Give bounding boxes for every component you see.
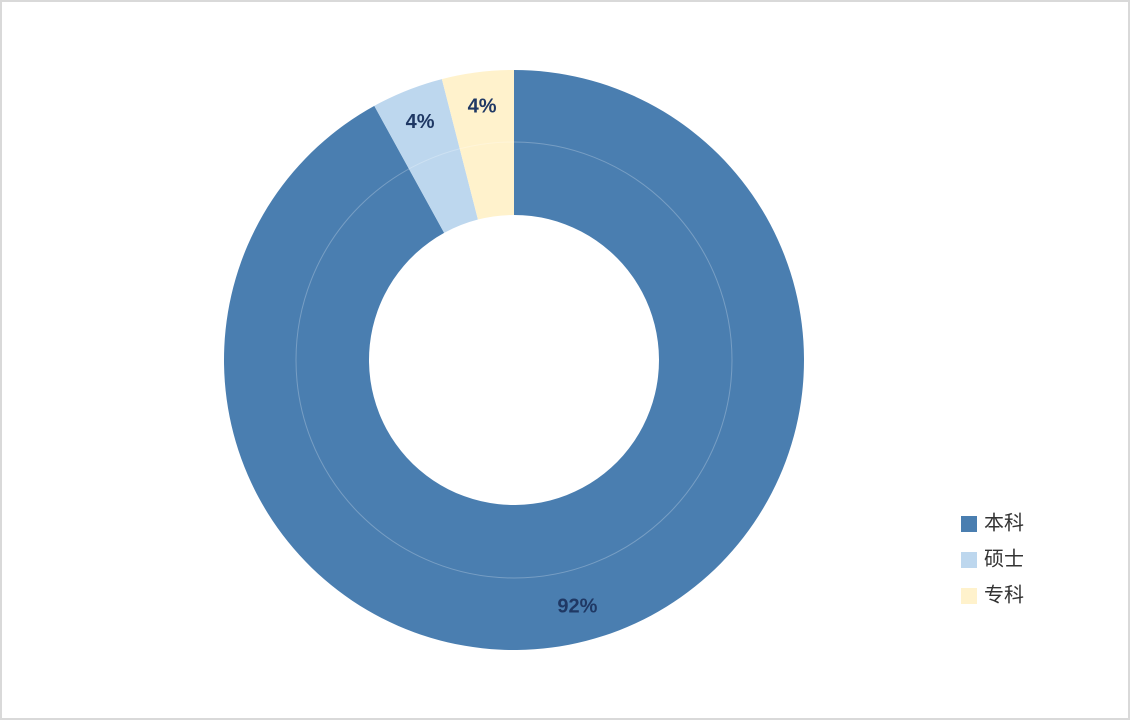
donut-slice bbox=[374, 79, 478, 233]
ring-divider bbox=[295, 141, 733, 579]
value-label: 4% bbox=[468, 95, 497, 117]
legend-label: 专科 bbox=[984, 583, 1024, 607]
donut bbox=[224, 70, 804, 651]
value-labels: 92% 4% 4% bbox=[406, 95, 598, 617]
donut-slice bbox=[441, 70, 514, 220]
legend-swatch bbox=[961, 516, 977, 532]
legend-label: 本科 bbox=[984, 511, 1024, 535]
value-label: 4% bbox=[406, 111, 435, 133]
value-label: 92% bbox=[557, 595, 597, 617]
legend-label: 硕士 bbox=[984, 547, 1024, 571]
legend-swatch bbox=[961, 588, 977, 604]
donut-slice bbox=[224, 70, 804, 651]
legend-swatch bbox=[961, 552, 977, 568]
